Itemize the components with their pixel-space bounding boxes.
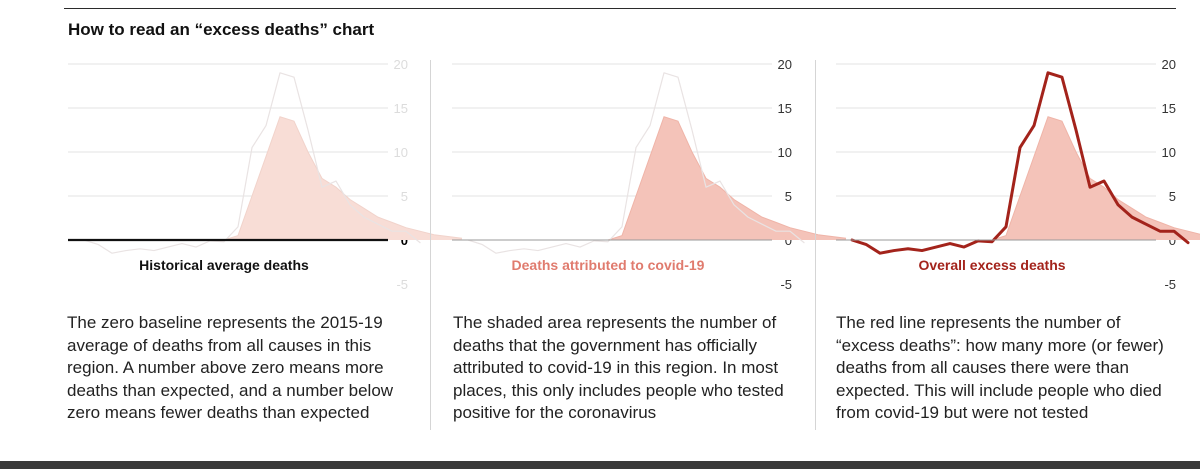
covid-deaths-area [852, 116, 1200, 240]
chart-panel-historical: 20 15 10 5 0 -5 Historical average deaths [68, 57, 463, 292]
description-historical: The zero baseline represents the 2015-19… [67, 313, 394, 422]
panel-divider [815, 60, 816, 430]
excess-deaths-line [467, 72, 805, 254]
top-rule [64, 8, 1176, 9]
chart-panel-covid: 20 15 10 5 0 -5 Deaths attributed to covid-19 [452, 57, 847, 292]
y-tick-label: 15 [778, 101, 792, 116]
y-tick-label: 20 [394, 57, 408, 72]
y-tick-label: 10 [1162, 145, 1176, 160]
y-tick-label: 20 [778, 57, 792, 72]
y-tick-label: -5 [396, 277, 408, 292]
panel-label: Deaths attributed to covid-19 [512, 257, 705, 273]
description-excess: The red line represents the number of “e… [836, 313, 1164, 422]
y-tick-label: 0 [1169, 233, 1176, 248]
panel-label: Historical average deaths [139, 257, 309, 273]
chart-title: How to read an “excess deaths” chart [68, 20, 375, 39]
covid-deaths-area [468, 116, 846, 240]
y-tick-label: 0 [401, 233, 408, 248]
y-tick-label: 0 [785, 233, 792, 248]
y-tick-label: 5 [1169, 189, 1176, 204]
description-covid: The shaded area represents the number of… [453, 313, 784, 422]
panel-label: Overall excess deaths [918, 257, 1065, 273]
chart-panel-excess: 20 15 10 5 0 -5 Overall excess deaths [836, 57, 1200, 292]
y-tick-label: 10 [778, 145, 792, 160]
bottom-bar [0, 461, 1200, 469]
y-tick-label: 15 [394, 101, 408, 116]
covid-deaths-area [84, 116, 462, 240]
panel-divider [430, 60, 431, 430]
y-tick-label: 15 [1162, 101, 1176, 116]
excess-deaths-line [83, 72, 421, 254]
excess-deaths-line [850, 71, 1190, 255]
y-tick-label: -5 [780, 277, 792, 292]
y-tick-label: 5 [785, 189, 792, 204]
y-tick-label: 10 [394, 145, 408, 160]
y-tick-label: 20 [1162, 57, 1176, 72]
y-tick-label: 5 [401, 189, 408, 204]
y-tick-label: -5 [1164, 277, 1176, 292]
